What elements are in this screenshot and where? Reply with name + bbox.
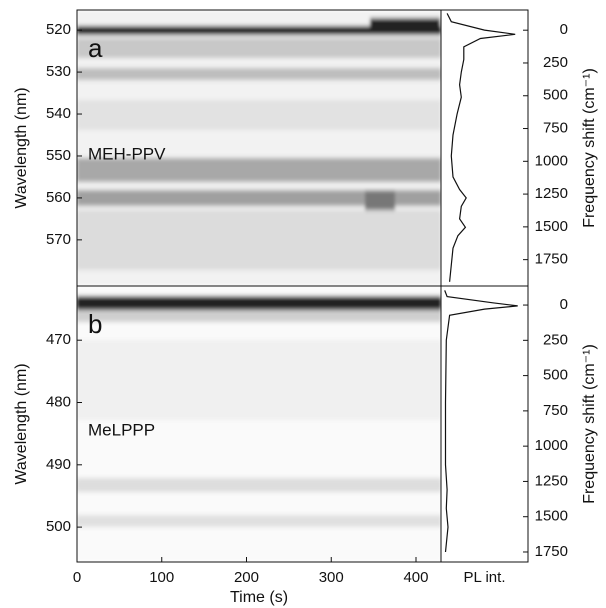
x-tick-label: 300 (319, 569, 344, 586)
y2-axis-label: Frequency shift (cm⁻¹) (581, 344, 598, 504)
sample-label: MeLPPP (88, 420, 155, 439)
spectrum-line (446, 13, 516, 282)
y2-tick-label: 500 (543, 87, 568, 104)
y2-tick-label: 750 (543, 402, 568, 419)
y-tick-label: 480 (46, 393, 71, 410)
x-tick-label: 200 (234, 569, 259, 586)
y-tick-label: 540 (46, 105, 71, 122)
y-axis-label: Wavelength (nm) (13, 363, 30, 484)
x-tick-label: 0 (73, 569, 81, 586)
y2-tick-label: 1250 (535, 472, 568, 489)
panel-label: b (88, 309, 102, 339)
spectrum-x-label: PL int. (464, 569, 506, 586)
y-tick-label: 530 (46, 63, 71, 80)
y2-tick-label: 1250 (535, 185, 568, 202)
y2-tick-label: 1500 (535, 218, 568, 235)
y2-axis-label: Frequency shift (cm⁻¹) (581, 68, 598, 228)
panel-label: a (88, 33, 103, 63)
y-axis-label: Wavelength (nm) (13, 87, 30, 208)
sample-label: MEH-PPV (88, 144, 166, 163)
y-tick-label: 500 (46, 518, 71, 535)
image-a (77, 10, 441, 286)
y2-tick-label: 0 (560, 21, 568, 38)
y2-tick-label: 500 (543, 367, 568, 384)
x-tick-label: 100 (149, 569, 174, 586)
y-tick-label: 570 (46, 231, 71, 248)
y2-tick-label: 1750 (535, 543, 568, 560)
y2-tick-label: 0 (560, 296, 568, 313)
y2-tick-label: 1500 (535, 508, 568, 525)
x-tick-label: 400 (403, 569, 428, 586)
spectrum-line (444, 290, 518, 553)
y-tick-label: 520 (46, 21, 71, 38)
y2-tick-label: 1000 (535, 152, 568, 169)
y-tick-label: 550 (46, 147, 71, 164)
y2-tick-label: 1000 (535, 437, 568, 454)
image-b (77, 286, 441, 562)
y2-tick-label: 250 (543, 331, 568, 348)
y2-tick-label: 1750 (535, 251, 568, 268)
y2-tick-label: 750 (543, 119, 568, 136)
y2-tick-label: 250 (543, 54, 568, 71)
y-tick-label: 490 (46, 456, 71, 473)
x-axis-label: Time (s) (230, 589, 288, 606)
y-tick-label: 560 (46, 189, 71, 206)
y-tick-label: 470 (46, 331, 71, 348)
